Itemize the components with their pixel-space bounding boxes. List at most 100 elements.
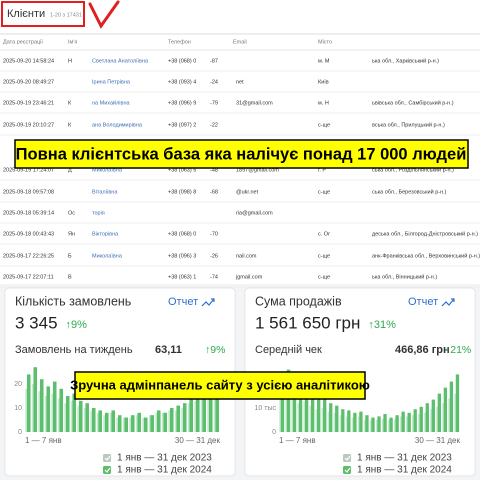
cell: Вікторівна [92, 231, 119, 237]
bar [401, 411, 405, 432]
cell: Д [68, 167, 72, 173]
bar [455, 374, 460, 432]
column-header: Email [233, 39, 247, 45]
bar [443, 387, 448, 432]
bar [389, 417, 393, 432]
cell: Віталіївна [92, 189, 118, 195]
report-link[interactable]: Отчет [408, 296, 438, 308]
report-link[interactable]: Отчет [168, 296, 198, 308]
bar [317, 398, 321, 432]
card-title: Кількість замовлень [15, 294, 131, 308]
cell: торія [92, 210, 105, 216]
cell: -48 [210, 167, 218, 173]
y-tick-label: 0 [18, 429, 22, 436]
cell: 2025-09-20 14:58:24 [3, 58, 54, 64]
cell: -79 [210, 100, 218, 106]
cell: 2025-09-18 00:43:43 [3, 231, 54, 237]
bar [280, 379, 285, 432]
x-tick-label: 1 — 7 янв [25, 436, 62, 445]
bar [117, 415, 122, 432]
cell: -74 [210, 274, 218, 280]
cell: jgmail.com [235, 274, 263, 280]
cell: ьвівська обл., Самбірський р-н.) [372, 99, 454, 106]
bar [46, 386, 51, 432]
x-tick-label: 30 — 31 дек [175, 436, 221, 445]
cell: +38 (097) 2 [168, 122, 196, 128]
bar [104, 412, 109, 432]
bar [335, 405, 339, 432]
bar [347, 410, 351, 432]
cell: 2025-09-18 09:57:08 [3, 189, 54, 195]
bar [292, 381, 297, 432]
change: ↑9% [66, 319, 88, 331]
highlight-box [1, 1, 85, 27]
trend-icon [201, 298, 215, 307]
change: ↑31% [368, 319, 396, 331]
bar [202, 386, 207, 432]
bar [52, 381, 57, 432]
cell: м. М [318, 58, 330, 64]
bar [176, 405, 181, 432]
bar [359, 411, 363, 432]
cell: 2025-09-18 05:39:14 [3, 210, 54, 216]
cell: +38 (063) 5 [168, 167, 196, 173]
table: Дата реєстрації Ім'я Телефон Email Місто 2025… [0, 39, 480, 288]
bar [85, 403, 90, 432]
cell: ана Володимирівна [92, 122, 143, 128]
tab[interactable]: Клієнти [7, 8, 45, 20]
card-title: Сума продажів [255, 294, 342, 308]
cell: ria@gmail.com [236, 210, 273, 216]
y-tick-label: 0 [272, 429, 276, 436]
cell: -87 [210, 58, 218, 64]
metric-change: ↑9% [205, 344, 225, 356]
bar [163, 412, 168, 432]
column-header: Ім'я [68, 39, 77, 45]
cell: 2025-09-20 08:49:27 [3, 79, 54, 85]
legend-check [344, 455, 351, 461]
bar [111, 410, 116, 432]
total: 1 561 650 грн [255, 313, 360, 332]
bar [130, 415, 135, 432]
legend-label: 1 янв — 31 дек 2023 [117, 453, 212, 464]
bar [169, 408, 174, 432]
cell: анк-Франківська обл., Верховинський р-н.… [372, 252, 480, 259]
cell: 2025-09-17 22:07:11 [3, 274, 54, 280]
cell: 2025-09-19 20:10:27 [3, 122, 54, 128]
cell: +38 (068) 0 [168, 231, 196, 237]
cell: ська обл., Роздільнянський р-н.) [372, 166, 454, 173]
cell: с-ще [318, 122, 330, 128]
bar [215, 372, 220, 432]
cell: +38 (096) 3 [168, 253, 196, 259]
bar [437, 393, 441, 432]
column-header: Телефон [168, 39, 191, 45]
cell: Ос [68, 210, 75, 216]
check-mark [88, 0, 120, 29]
cell: +38 (068) 0 [168, 58, 196, 64]
cell: К [68, 100, 72, 106]
cell: +38 (096) 9 [168, 100, 196, 106]
metric-value: 466,86 грн [395, 344, 450, 356]
bar [143, 417, 148, 432]
cell: -22 [210, 122, 218, 128]
bar [72, 393, 77, 432]
bar [371, 417, 375, 432]
legend-box [103, 466, 111, 474]
cell: м. Н [318, 100, 329, 106]
bar [419, 406, 423, 432]
metric-change: ↑21% [445, 344, 471, 356]
cell: на Михайлівна [92, 99, 130, 106]
bar [124, 417, 129, 432]
bar [377, 416, 381, 432]
metric-label: Замовлень на тиждень [15, 344, 133, 356]
cell: 31@gmail.com [236, 100, 273, 106]
cell: Ян [68, 231, 75, 237]
total: 3 345 [15, 313, 58, 332]
cell: -24 [210, 79, 218, 85]
cell: ська обл., Березовський р-н.) [372, 188, 447, 195]
x-tick-label: 30 — 31 дек [415, 436, 461, 445]
cell: деська обл., Білгород-Дністровський р-н.… [372, 230, 478, 237]
bar [65, 396, 70, 432]
bar [26, 374, 31, 432]
bar [286, 369, 291, 432]
cell: Миколаївна [92, 253, 123, 259]
